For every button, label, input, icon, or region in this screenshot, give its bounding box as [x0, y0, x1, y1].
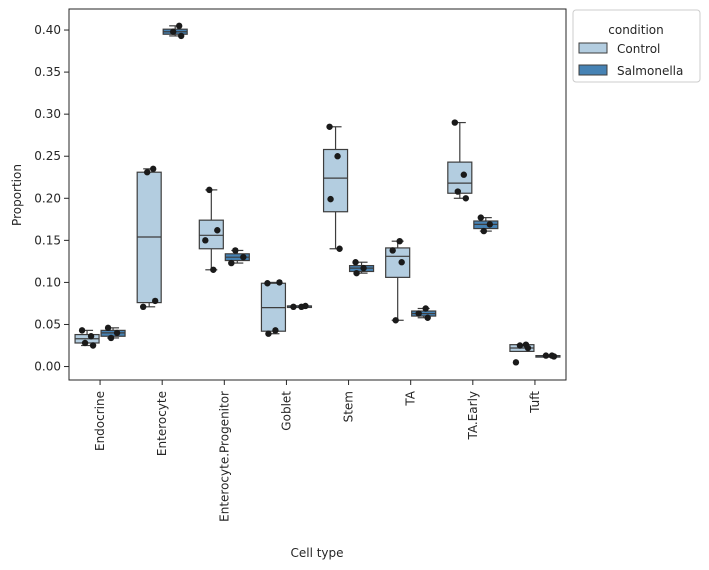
x-tick-label: Tuft	[528, 391, 542, 414]
x-axis-label: Cell type	[290, 546, 343, 560]
y-tick-label: 0.30	[34, 107, 61, 121]
data-point	[516, 342, 524, 349]
data-point	[336, 245, 343, 252]
series-control	[74, 119, 535, 366]
box-enterocyte-progenitor	[198, 219, 224, 250]
data-point	[512, 359, 520, 366]
y-tick-label: 0.10	[34, 275, 61, 289]
data-point	[78, 327, 86, 334]
series-salmonella	[100, 22, 561, 360]
y-axis-label: Proportion	[10, 164, 24, 226]
data-point	[290, 303, 297, 311]
data-point	[327, 195, 334, 203]
x-tick-label: Enterocyte.Progenitor	[217, 391, 231, 522]
data-point	[396, 237, 403, 245]
legend-label-control: Control	[617, 42, 660, 56]
x-tick-label: Enterocyte	[155, 391, 169, 456]
data-point	[149, 165, 157, 173]
data-point	[113, 329, 121, 337]
y-tick-label: 0.00	[34, 360, 61, 374]
x-tick-label: Endocrine	[93, 391, 107, 451]
data-point	[169, 28, 177, 35]
data-point	[210, 266, 217, 273]
data-point	[415, 310, 422, 317]
data-point	[298, 303, 305, 311]
y-tick-label: 0.35	[34, 65, 61, 79]
data-point	[264, 280, 271, 287]
y-tick-label: 0.25	[34, 149, 61, 163]
box-stem	[322, 148, 349, 213]
data-point	[177, 32, 185, 40]
box-ta-early	[447, 161, 473, 194]
data-point	[206, 186, 213, 194]
data-point	[272, 327, 279, 334]
box-ta	[385, 247, 411, 278]
data-point	[214, 227, 221, 234]
data-point	[334, 153, 341, 160]
data-point	[87, 333, 95, 340]
data-point	[360, 264, 367, 272]
data-point	[352, 259, 359, 266]
data-point	[398, 259, 405, 266]
data-point	[424, 314, 431, 321]
x-tick-label: TA.Early	[466, 391, 480, 441]
data-point	[175, 22, 183, 30]
x-tick-label: Stem	[342, 391, 356, 422]
data-point	[477, 214, 485, 221]
y-tick-label: 0.05	[34, 317, 61, 331]
legend-title: condition	[608, 23, 663, 37]
data-point	[480, 227, 488, 235]
data-point	[151, 297, 159, 305]
data-point	[139, 303, 147, 311]
data-point	[542, 352, 550, 359]
data-point	[104, 324, 112, 332]
data-point	[392, 317, 399, 324]
data-point	[524, 344, 532, 352]
data-point	[462, 195, 470, 202]
data-point	[550, 353, 558, 360]
data-point	[454, 188, 462, 195]
legend-swatch-control	[578, 42, 608, 54]
data-point	[460, 171, 468, 178]
data-point	[486, 221, 494, 228]
data-point	[389, 247, 396, 254]
data-point	[143, 169, 151, 176]
data-point	[451, 119, 459, 126]
legend-label-salmonella: Salmonella	[617, 64, 683, 78]
data-point	[228, 259, 235, 267]
data-point	[422, 305, 429, 312]
x-tick-label: TA	[404, 390, 418, 406]
x-tick-label: Goblet	[279, 391, 293, 431]
legend: condition Control Salmonella	[572, 9, 701, 83]
y-tick-label: 0.15	[34, 233, 61, 247]
plot-frame	[68, 8, 567, 381]
x-axis: Endocrine Enterocyte Enterocyte.Progenitor…	[93, 380, 542, 522]
data-point	[81, 339, 89, 347]
data-point	[353, 269, 360, 277]
data-point	[265, 330, 272, 337]
data-point	[107, 334, 115, 342]
data-point	[276, 279, 283, 286]
data-point	[232, 247, 239, 254]
plot-area	[68, 8, 567, 381]
legend-swatch-salmonella	[578, 64, 608, 76]
data-point	[240, 253, 247, 261]
data-point	[202, 237, 209, 244]
data-point	[89, 342, 97, 349]
legend-frame	[572, 9, 701, 83]
y-tick-label: 0.20	[34, 191, 61, 205]
y-axis: 0.00 0.05 0.10 0.15 0.20 0.25 0.30 0.35 0.40	[34, 23, 69, 374]
data-point	[326, 123, 333, 130]
y-tick-label: 0.40	[34, 23, 61, 37]
